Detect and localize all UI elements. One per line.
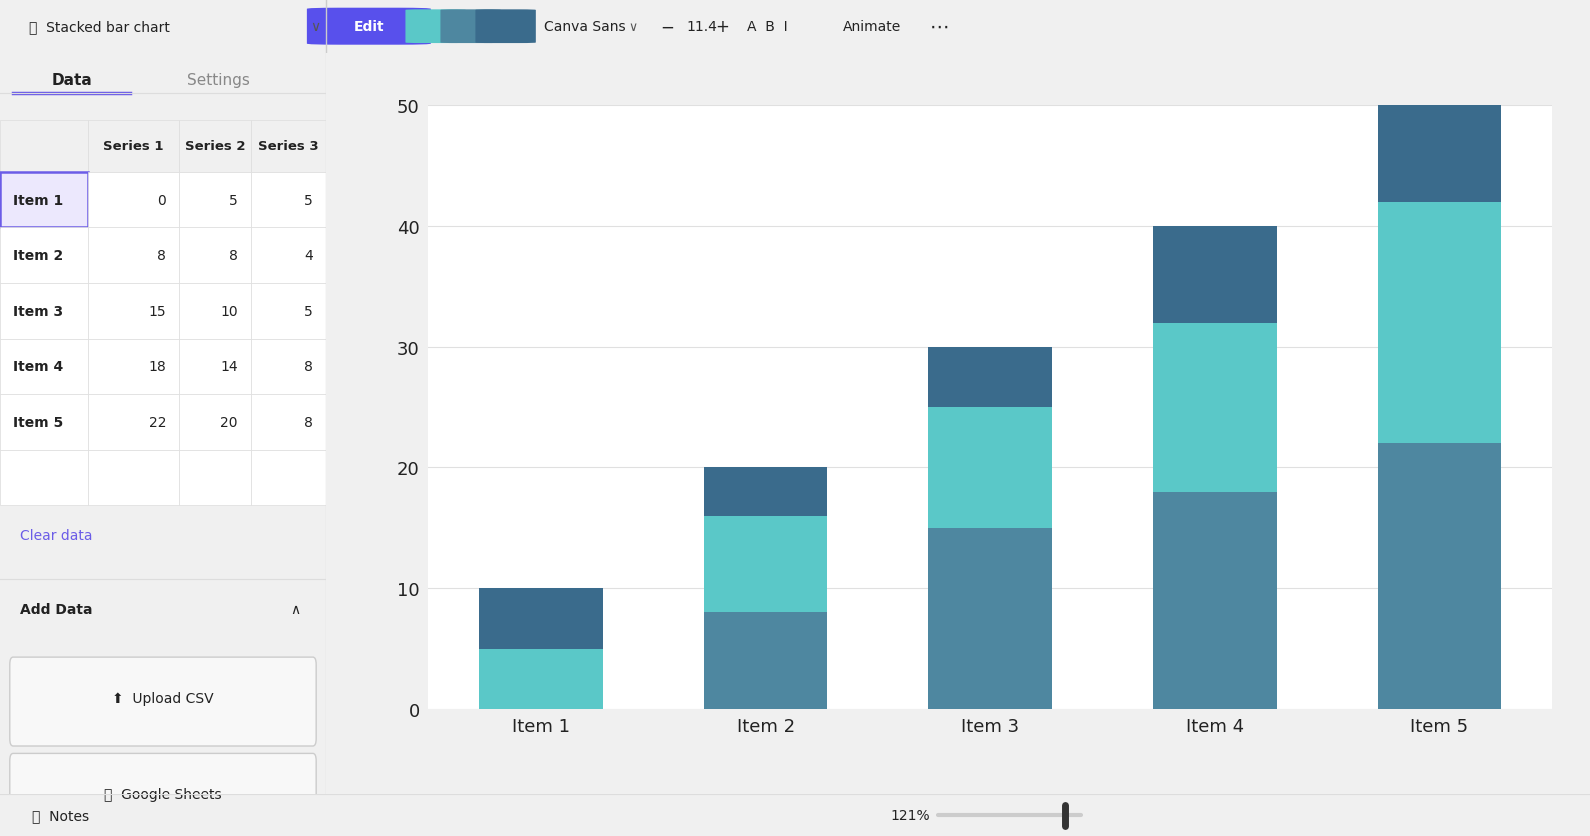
Text: 22: 22	[149, 415, 167, 430]
FancyBboxPatch shape	[180, 173, 251, 228]
Text: Item 2: Item 2	[13, 249, 64, 263]
Text: 8: 8	[157, 249, 167, 263]
FancyBboxPatch shape	[87, 339, 180, 395]
Text: Settings: Settings	[188, 73, 250, 88]
Text: ∧: ∧	[289, 602, 301, 616]
Text: Data: Data	[51, 73, 92, 88]
Bar	[704, 468, 827, 516]
FancyBboxPatch shape	[0, 450, 87, 506]
FancyBboxPatch shape	[87, 228, 180, 283]
Text: Animate: Animate	[843, 20, 902, 34]
FancyBboxPatch shape	[251, 228, 326, 283]
Text: ∨: ∨	[310, 20, 320, 34]
FancyBboxPatch shape	[251, 395, 326, 450]
FancyBboxPatch shape	[251, 339, 326, 395]
FancyBboxPatch shape	[0, 339, 87, 395]
Text: Item 1: Item 1	[13, 193, 64, 207]
FancyBboxPatch shape	[251, 283, 326, 339]
Text: Series 2: Series 2	[184, 140, 245, 153]
Bar	[1377, 106, 1501, 202]
Bar	[1377, 444, 1501, 709]
Text: 4: 4	[304, 249, 313, 263]
FancyBboxPatch shape	[251, 450, 326, 506]
Bar	[929, 408, 1053, 528]
Bar	[1153, 227, 1277, 324]
Bar	[479, 649, 603, 709]
Text: Add Data: Add Data	[19, 602, 92, 616]
FancyBboxPatch shape	[10, 657, 316, 746]
FancyBboxPatch shape	[0, 228, 87, 283]
Text: −: −	[660, 18, 674, 36]
Text: ∨: ∨	[628, 21, 638, 33]
FancyBboxPatch shape	[440, 10, 501, 44]
Bar	[929, 347, 1053, 408]
Bar	[1377, 202, 1501, 444]
FancyBboxPatch shape	[87, 395, 180, 450]
FancyBboxPatch shape	[0, 173, 87, 228]
FancyBboxPatch shape	[87, 121, 180, 173]
FancyBboxPatch shape	[87, 173, 180, 228]
FancyBboxPatch shape	[0, 283, 87, 339]
Text: ⋯: ⋯	[930, 18, 949, 37]
FancyBboxPatch shape	[87, 450, 180, 506]
Text: 5: 5	[304, 304, 313, 319]
Text: 5: 5	[304, 193, 313, 207]
Bar	[1153, 492, 1277, 709]
Bar	[704, 516, 827, 613]
Text: Series 3: Series 3	[258, 140, 318, 153]
FancyBboxPatch shape	[0, 121, 87, 173]
Bar	[1153, 324, 1277, 492]
Text: 121%: 121%	[890, 808, 930, 822]
Text: 🟩  Google Sheets: 🟩 Google Sheets	[105, 788, 221, 801]
FancyBboxPatch shape	[251, 121, 326, 173]
Text: Clear data: Clear data	[19, 528, 92, 543]
Text: Edit: Edit	[353, 20, 385, 34]
FancyBboxPatch shape	[87, 283, 180, 339]
Text: Item 4: Item 4	[13, 360, 64, 374]
Text: +: +	[716, 18, 730, 36]
FancyBboxPatch shape	[307, 8, 431, 46]
Text: A  B  I: A B I	[747, 20, 789, 34]
Text: 18: 18	[148, 360, 167, 374]
Text: 8: 8	[229, 249, 238, 263]
Text: 0: 0	[157, 193, 167, 207]
FancyBboxPatch shape	[180, 228, 251, 283]
FancyBboxPatch shape	[475, 10, 536, 44]
FancyBboxPatch shape	[405, 10, 466, 44]
FancyBboxPatch shape	[180, 283, 251, 339]
Text: Series 1: Series 1	[103, 140, 164, 153]
Text: 📝  Notes: 📝 Notes	[32, 808, 89, 822]
Text: ⬛  Stacked bar chart: ⬛ Stacked bar chart	[29, 20, 170, 34]
Bar	[929, 528, 1053, 709]
Text: 5: 5	[229, 193, 238, 207]
Text: 20: 20	[221, 415, 238, 430]
FancyBboxPatch shape	[180, 339, 251, 395]
Text: 11.4: 11.4	[687, 20, 717, 34]
Text: Item 5: Item 5	[13, 415, 64, 430]
FancyBboxPatch shape	[180, 121, 251, 173]
Text: 15: 15	[148, 304, 167, 319]
Text: 10: 10	[221, 304, 238, 319]
Text: ⬆  Upload CSV: ⬆ Upload CSV	[113, 691, 213, 705]
FancyBboxPatch shape	[0, 395, 87, 450]
Text: 14: 14	[221, 360, 238, 374]
Text: 8: 8	[304, 415, 313, 430]
FancyBboxPatch shape	[251, 173, 326, 228]
Text: Item 3: Item 3	[13, 304, 64, 319]
FancyBboxPatch shape	[180, 395, 251, 450]
Text: 8: 8	[304, 360, 313, 374]
Bar	[704, 613, 827, 709]
Text: Canva Sans: Canva Sans	[544, 20, 625, 34]
Bar	[479, 589, 603, 649]
FancyBboxPatch shape	[10, 753, 316, 836]
FancyBboxPatch shape	[180, 450, 251, 506]
